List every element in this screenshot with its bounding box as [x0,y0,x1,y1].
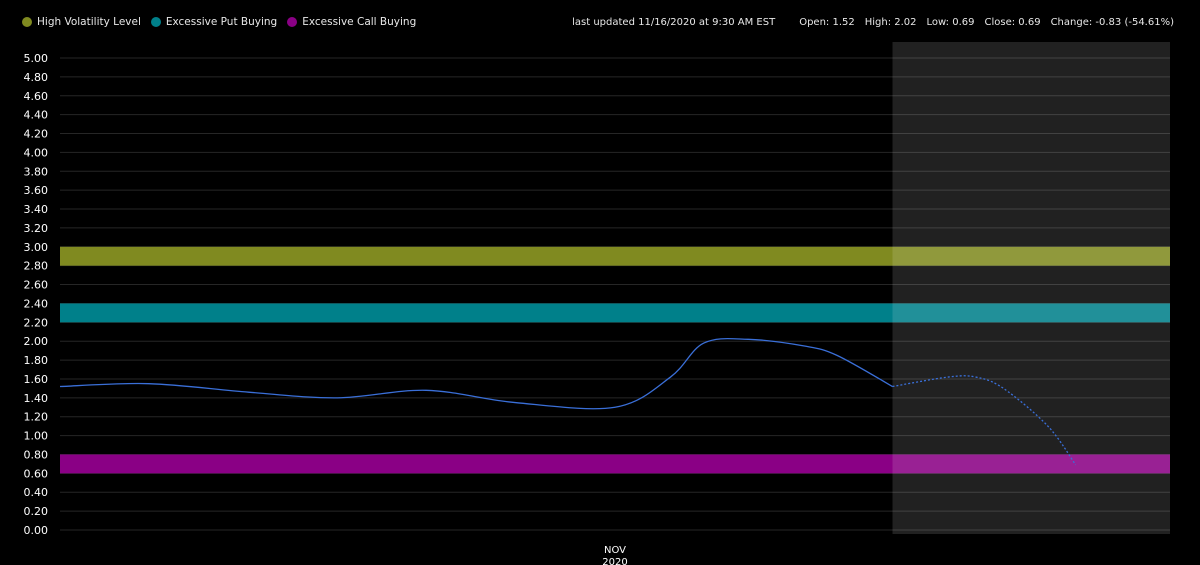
legend-label: High Volatility Level [37,16,141,28]
y-tick-label: 1.40 [24,392,49,405]
legend-item-put-buying[interactable]: Excessive Put Buying [150,16,278,28]
y-tick-label: 2.20 [24,316,49,329]
series-line-1 [892,375,1077,466]
y-tick-label: 3.60 [24,184,49,197]
y-tick-label: 3.80 [24,165,49,178]
y-tick-label: 4.20 [24,128,49,141]
y-tick-label: 0.20 [24,505,49,518]
y-tick-label: 3.20 [24,222,49,235]
close-value: Close: 0.69 [984,17,1041,28]
x-tick-year: 2020 [602,557,627,565]
low-value: Low: 0.69 [926,17,975,28]
y-tick-label: 1.60 [24,373,49,386]
band-2 [60,454,1170,474]
y-tick-label: 4.80 [24,71,49,84]
legend-dot-icon [287,17,298,27]
last-updated: last updated 11/16/2020 at 9:30 AM EST [572,17,776,28]
shaded-region [892,42,1170,534]
open-value: Open: 1.52 [799,17,855,28]
y-tick-label: 2.00 [24,335,49,348]
legend-label: Excessive Put Buying [165,16,278,28]
legend-dot-icon [150,17,161,27]
y-tick-label: 2.60 [24,279,49,292]
change-value: Change: -0.83 (-54.61%) [1050,17,1174,28]
y-tick-label: 5.00 [24,52,49,65]
series-line-0 [59,337,893,410]
y-tick-label: 0.80 [24,448,49,461]
y-tick-label: 4.40 [24,109,49,122]
y-tick-label: 1.20 [24,411,49,424]
legend-item-call-buying[interactable]: Excessive Call Buying [287,16,416,28]
y-tick-label: 3.00 [24,241,49,254]
y-tick-label: 0.60 [24,467,49,480]
y-tick-label: 4.60 [24,90,49,103]
y-tick-label: 1.80 [24,354,49,367]
legend-item-high-volatility[interactable]: High Volatility Level [22,16,141,28]
y-tick-label: 0.40 [24,486,49,499]
legend-dot-icon [22,17,32,27]
y-tick-label: 2.80 [24,260,49,273]
y-tick-label: 3.40 [24,203,49,216]
legend: High Volatility Level Excessive Put Buyi… [22,16,426,28]
band-1 [60,303,1170,323]
y-tick-label: 4.00 [24,146,49,159]
y-tick-label: 1.00 [24,430,49,443]
y-tick-label: 0.00 [24,524,49,537]
high-value: High: 2.02 [864,17,917,28]
legend-label: Excessive Call Buying [302,16,417,28]
quote-info: last updated 11/16/2020 at 9:30 AM EST O… [562,17,1174,28]
band-0 [60,246,1170,266]
y-tick-label: 2.40 [24,297,49,310]
x-tick-month: NOV [604,545,626,556]
